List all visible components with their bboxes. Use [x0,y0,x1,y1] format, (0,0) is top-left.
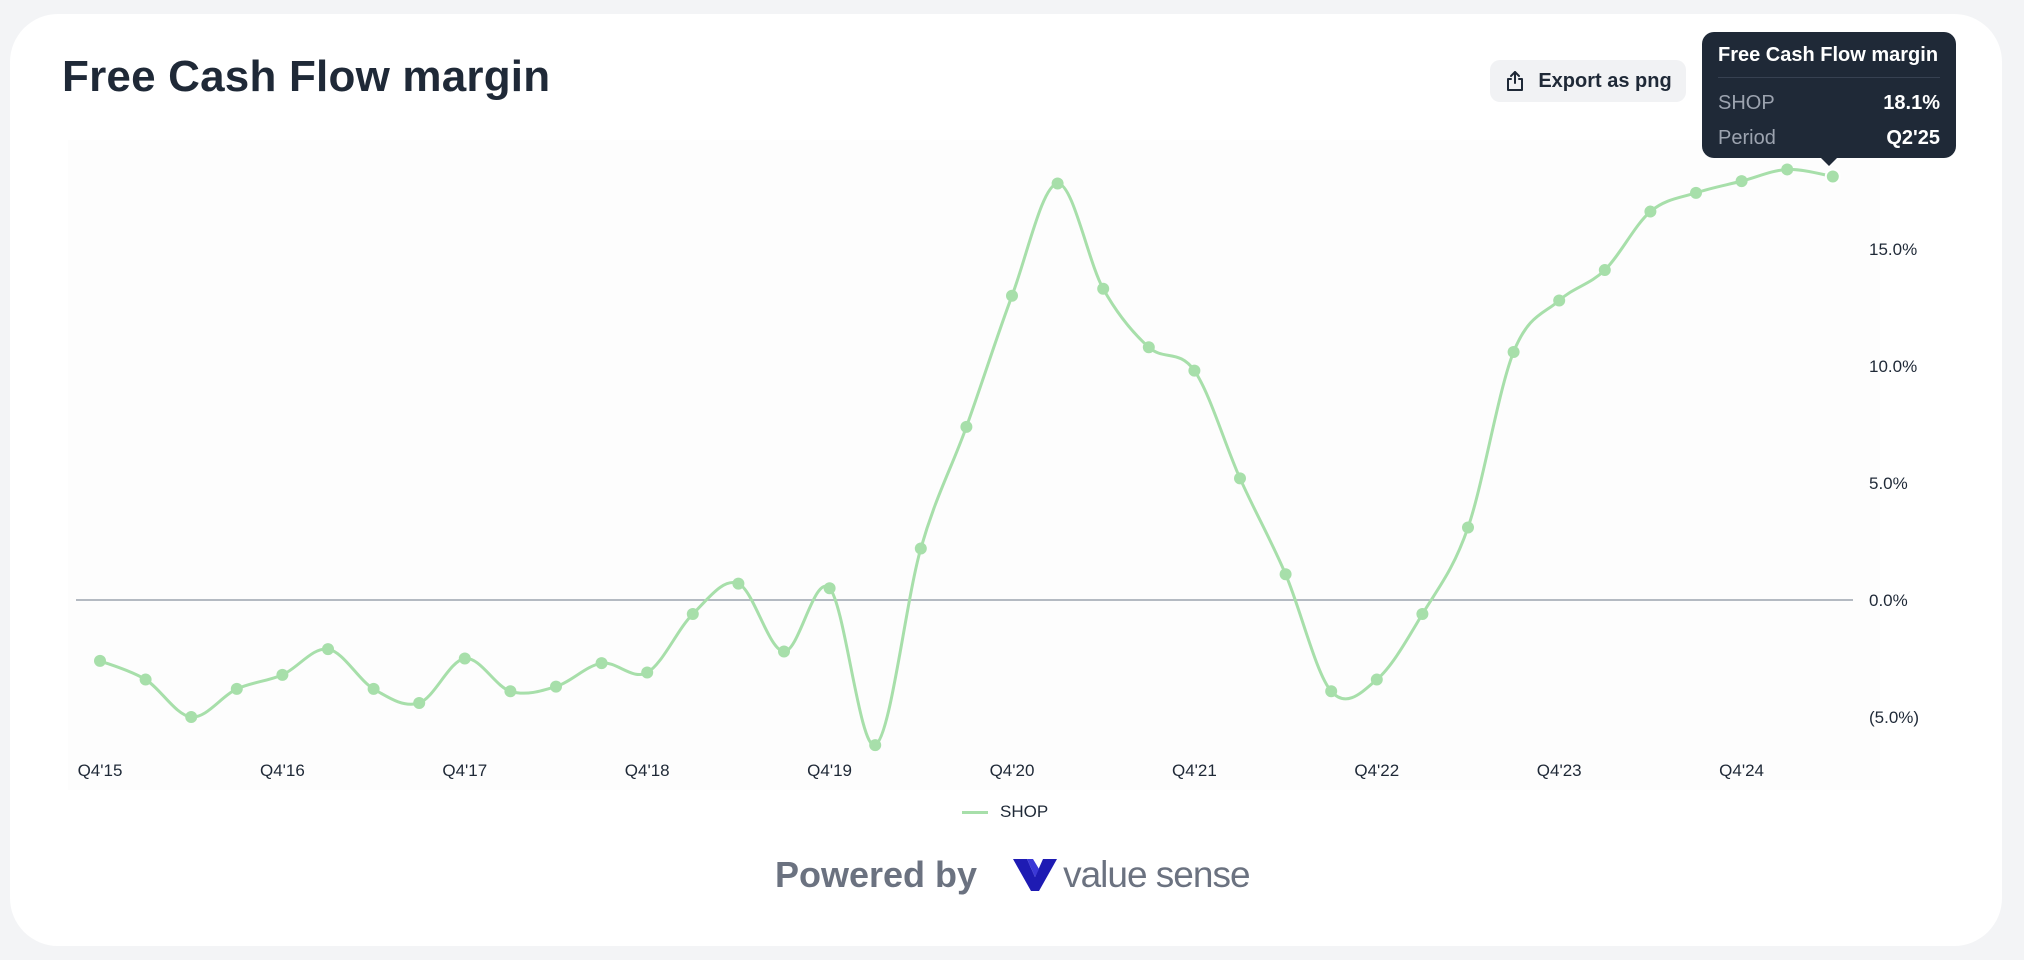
data-point [1006,289,1018,302]
data-point [1553,294,1566,307]
data-point [185,711,198,723]
x-tick-label: Q4'21 [1172,761,1217,780]
data-point [1097,282,1110,295]
value-sense-v-icon [1013,859,1058,891]
data-point [1824,168,1841,185]
data-point [1598,264,1611,277]
tooltip-row-series: SHOP 18.1% [1718,86,1940,121]
data-point [960,420,973,433]
x-tick-label: Q4'24 [1719,761,1764,780]
y-tick-label: 15.0% [1869,240,1917,259]
data-point [504,685,517,698]
data-point [778,645,790,658]
tooltip-divider [1718,77,1940,78]
y-tick-label: 5.0% [1869,474,1908,493]
x-tick-label: Q4'22 [1354,761,1399,780]
tooltip-series-key: SHOP [1718,92,1775,114]
chart-legend[interactable]: SHOP [962,802,1048,822]
data-point [914,542,927,555]
data-point [1507,345,1520,358]
share-export-icon [1504,70,1526,92]
export-png-button[interactable]: Export as png [1490,60,1686,102]
data-point [595,657,608,670]
export-png-label: Export as png [1538,69,1672,92]
data-point [322,643,334,656]
data-point [1690,186,1702,199]
legend-swatch-shop [962,810,988,814]
data-point [1735,175,1748,188]
data-point [1370,673,1383,686]
x-tick-label: Q4'18 [625,761,670,780]
tooltip-row-period: Period Q2'25 [1718,121,1940,156]
tooltip-period-key: Period [1718,127,1776,149]
data-point [1142,341,1155,354]
data-point [139,673,152,686]
y-tick-label: 10.0% [1869,357,1917,376]
value-sense-logo[interactable]: value sense [1013,854,1251,896]
brand-name: value sense [1063,854,1250,895]
data-point [94,654,106,667]
data-point [1279,568,1292,581]
data-point [1462,521,1474,534]
y-tick-label: (5.0%) [1869,708,1919,727]
data-point [732,577,745,590]
tooltip-pointer [1821,158,1837,166]
data-point [1188,364,1201,377]
data-point [1416,608,1429,621]
y-tick-label: 0.0% [1869,591,1908,610]
data-point [276,668,289,681]
chart-title: Free Cash Flow margin [62,52,551,101]
data-point [1781,163,1794,176]
data-point [1644,205,1657,218]
powered-by-footer: Powered by value sense [775,854,1251,896]
data-point [458,652,471,665]
data-point [1325,685,1338,698]
x-tick-label: Q4'19 [807,761,852,780]
data-point [413,696,426,709]
data-point [1051,177,1064,190]
data-point [230,682,243,695]
legend-label-shop: SHOP [1000,802,1049,821]
x-tick-label: Q4'23 [1537,761,1582,780]
powered-by-label: Powered by [775,854,978,895]
data-point [869,739,882,752]
series-line-shop [99,167,1834,747]
data-point [686,608,699,621]
data-point [641,666,654,679]
tooltip-series-value: 18.1% [1883,92,1940,114]
x-tick-label: Q4'20 [990,761,1035,780]
x-tick-label: Q4'15 [78,761,123,780]
data-point [1234,472,1246,485]
x-tick-label: Q4'16 [260,761,305,780]
tooltip-period-value: Q2'25 [1886,127,1940,149]
x-tick-label: Q4'17 [442,761,487,780]
hover-tooltip: Free Cash Flow margin SHOP 18.1% Period … [1702,32,1956,166]
plot-area [68,140,1880,790]
tooltip-title: Free Cash Flow margin [1718,44,1939,66]
data-point [823,582,836,595]
data-point [367,682,380,695]
data-point [550,680,562,693]
